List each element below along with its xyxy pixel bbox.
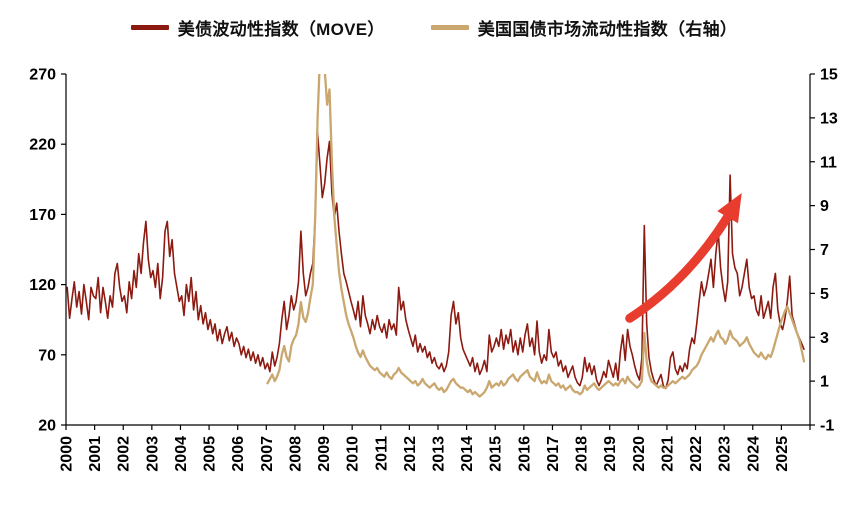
x-axis-tick-label: 2006 xyxy=(230,436,247,472)
x-axis-tick-label: 2021 xyxy=(659,436,676,472)
right-axis-tick-label: 9 xyxy=(820,198,829,215)
x-axis-tick-label: 2007 xyxy=(259,436,276,472)
x-axis-tick-label: 2003 xyxy=(144,436,161,472)
right-axis-tick-label: 11 xyxy=(820,154,837,171)
x-axis-tick-label: 2020 xyxy=(631,436,648,472)
legend-item-move: 美债波动性指数（MOVE） xyxy=(130,15,385,40)
x-axis-tick-label: 2008 xyxy=(287,436,304,472)
left-axis-tick-label: 220 xyxy=(29,137,56,154)
trend-arrow-shaft xyxy=(625,201,739,323)
legend-item-liquidity: 美国国债市场流动性指数（右轴） xyxy=(430,15,738,40)
x-axis-tick-label: 2016 xyxy=(516,436,533,472)
move-series-line xyxy=(66,132,805,390)
axis-ticks xyxy=(61,73,815,430)
right-axis-tick-label: 15 xyxy=(820,67,838,84)
x-axis-tick-label: 2019 xyxy=(602,436,619,472)
left-axis-tick-label: 20 xyxy=(38,418,56,435)
right-axis-tick-label: 5 xyxy=(820,286,829,303)
left-axis-tick-label: 270 xyxy=(29,67,56,84)
axis-lines xyxy=(65,74,811,426)
liquidity-series-line xyxy=(266,74,806,398)
x-axis-tick-label: 2017 xyxy=(545,436,562,472)
right-axis-tick-label: 7 xyxy=(820,242,829,259)
x-axis-tick-label: 2023 xyxy=(717,436,734,472)
chart-legend: 美债波动性指数（MOVE） 美国国债市场流动性指数（右轴） xyxy=(0,15,868,40)
trend-arrow-head xyxy=(717,193,742,224)
left-axis-tick-label: 120 xyxy=(29,277,56,294)
x-axis-tick-label: 2002 xyxy=(116,436,133,472)
x-axis-tick-label: 2024 xyxy=(745,436,762,472)
x-axis-tick-label: 2000 xyxy=(59,436,76,472)
right-axis-tick-label: 13 xyxy=(820,110,838,127)
right-axis-tick-label: 3 xyxy=(820,330,829,347)
x-axis-tick-label: 2011 xyxy=(373,436,390,471)
x-axis-tick-label: 2004 xyxy=(173,436,190,472)
x-axis-tick-label: 2012 xyxy=(402,436,419,472)
x-axis-tick-label: 2009 xyxy=(316,436,333,472)
move-series-swatch xyxy=(130,25,169,30)
move-series-label: 美债波动性指数（MOVE） xyxy=(177,20,385,39)
x-axis-tick-label: 2015 xyxy=(488,436,505,472)
x-axis-tick-label: 2018 xyxy=(574,436,591,472)
liquidity-series-label: 美国国债市场流动性指数（右轴） xyxy=(477,20,738,39)
x-axis-tick-label: 2022 xyxy=(688,436,705,472)
left-axis-tick-label: 170 xyxy=(29,207,56,224)
x-axis-tick-label: 2010 xyxy=(345,436,362,472)
right-axis-tick-label: -1 xyxy=(820,418,834,435)
liquidity-series-swatch xyxy=(430,25,469,30)
x-axis-tick-label: 2025 xyxy=(774,436,791,472)
left-axis-labels: 270 220 170 120 70 20 xyxy=(29,67,56,435)
x-axis-labels: 2000 2001 2002 2003 2004 2005 2006 2007 2008 2009… xyxy=(59,436,791,472)
x-axis-tick-label: 2013 xyxy=(431,436,448,472)
right-axis-tick-label: 1 xyxy=(820,374,829,391)
left-axis-tick-label: 70 xyxy=(38,347,56,364)
x-axis-tick-label: 2001 xyxy=(87,436,104,472)
x-axis-tick-label: 2014 xyxy=(459,436,476,472)
right-axis-labels: 15 13 11 9 7 5 3 1 -1 xyxy=(820,67,838,435)
x-axis-tick-label: 2005 xyxy=(202,436,219,472)
